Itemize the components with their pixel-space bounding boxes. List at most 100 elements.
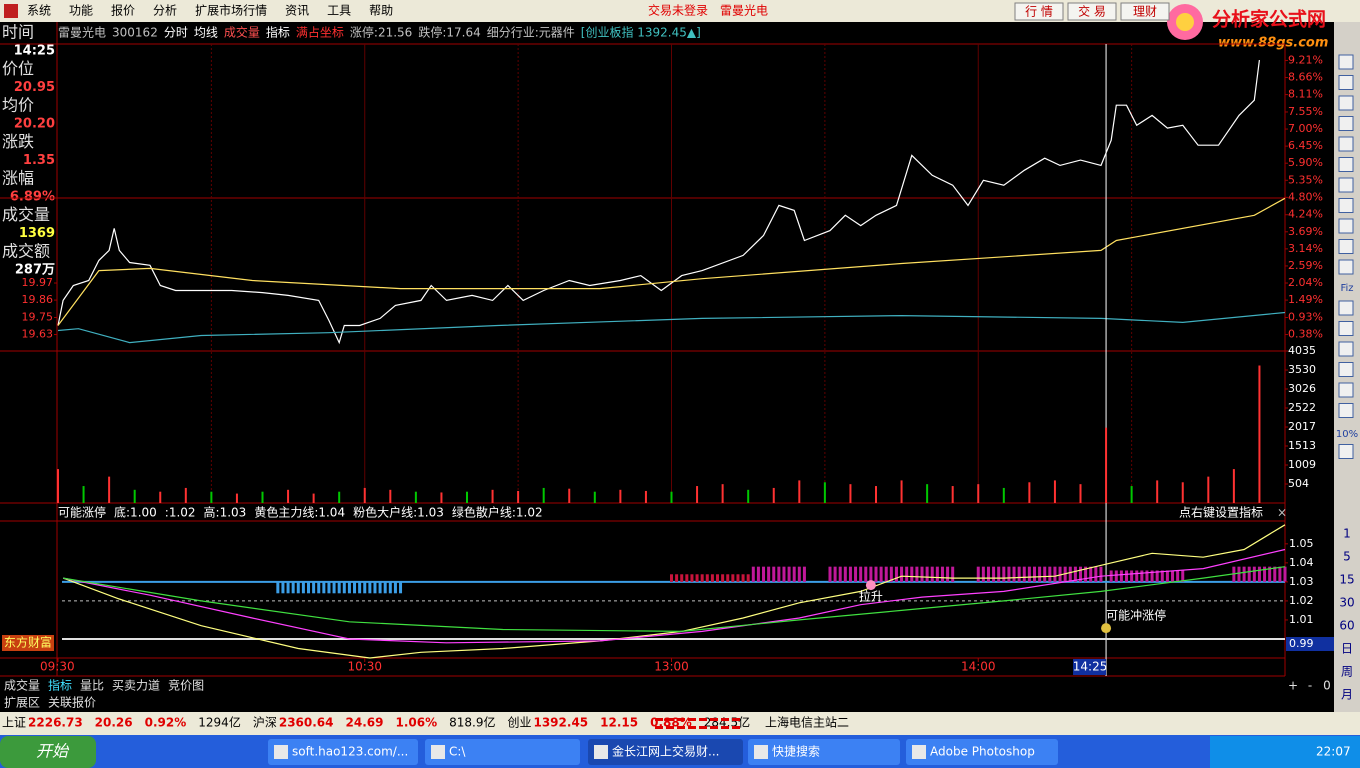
tool-icon[interactable] bbox=[1338, 259, 1354, 275]
indicator-close[interactable]: × bbox=[1277, 506, 1287, 520]
tool-icon[interactable] bbox=[1338, 362, 1354, 377]
stock-name: 雷曼光电 bbox=[720, 4, 768, 18]
signal-bar bbox=[1125, 570, 1129, 582]
period[interactable]: 15 bbox=[1339, 573, 1354, 587]
period[interactable]: 5 bbox=[1343, 550, 1351, 564]
volume-bar bbox=[1028, 482, 1031, 503]
tab[interactable]: 买卖力道 bbox=[112, 679, 160, 693]
menu-item[interactable]: 工具 bbox=[327, 4, 351, 18]
index-value: 1392.45 bbox=[533, 716, 588, 730]
tool-icon[interactable] bbox=[1338, 300, 1354, 316]
period[interactable]: 30 bbox=[1339, 596, 1354, 610]
top-button[interactable] bbox=[1014, 2, 1064, 21]
tool-icon[interactable] bbox=[1338, 177, 1354, 193]
tool-icon[interactable] bbox=[1338, 321, 1354, 336]
volume-bar bbox=[517, 490, 520, 503]
signal-bar bbox=[756, 566, 760, 582]
zoom-button[interactable]: 0 bbox=[1323, 679, 1331, 693]
y-tick-label: 3.69% bbox=[1288, 225, 1323, 238]
task-button[interactable] bbox=[588, 739, 743, 765]
period[interactable]: 日 bbox=[1341, 642, 1353, 656]
start-label[interactable]: 开始 bbox=[36, 742, 70, 761]
signal-bar bbox=[700, 574, 704, 582]
tool-label[interactable]: Fiz bbox=[1340, 283, 1353, 294]
menu-item[interactable]: 资讯 bbox=[285, 4, 309, 18]
index-change: 24.69 bbox=[346, 716, 384, 730]
index-value: 2360.64 bbox=[279, 716, 334, 730]
period[interactable]: 周 bbox=[1341, 665, 1353, 679]
task-button[interactable] bbox=[268, 739, 418, 765]
signal-bar bbox=[741, 574, 745, 582]
top-button-label[interactable]: 行 情 bbox=[1025, 5, 1053, 19]
tool-icon[interactable] bbox=[1338, 444, 1354, 459]
top-button[interactable] bbox=[1120, 2, 1170, 21]
zoom-button[interactable]: + bbox=[1288, 679, 1298, 693]
signal-bar bbox=[905, 566, 909, 582]
tab[interactable]: 量比 bbox=[80, 679, 104, 693]
volume-bar bbox=[619, 489, 622, 503]
tool-icon[interactable] bbox=[1338, 382, 1354, 398]
tool-icon[interactable] bbox=[1338, 95, 1354, 111]
tool-icon[interactable] bbox=[1338, 341, 1354, 357]
task-label[interactable]: Adobe Photoshop bbox=[930, 745, 1035, 759]
tool-icon[interactable] bbox=[1338, 54, 1354, 70]
tool-icon[interactable] bbox=[1338, 198, 1354, 213]
signal-bar bbox=[710, 574, 714, 582]
top-button[interactable] bbox=[1067, 2, 1117, 21]
series-line bbox=[62, 524, 1286, 659]
signal-bar bbox=[1099, 566, 1103, 582]
task-label[interactable]: soft.hao123.com/... bbox=[292, 745, 408, 759]
tab[interactable]: 指标 bbox=[48, 678, 72, 693]
tab[interactable]: 成交量 bbox=[4, 678, 40, 693]
quote-label: 成交量 bbox=[2, 205, 50, 224]
tool-icon[interactable] bbox=[1338, 403, 1354, 418]
tool-icon[interactable] bbox=[1338, 136, 1354, 152]
task-button[interactable] bbox=[906, 739, 1058, 765]
menu-item[interactable]: 帮助 bbox=[369, 4, 393, 18]
y-tick-label: 3.14% bbox=[1288, 242, 1323, 255]
index-amount: 1294亿 bbox=[198, 715, 241, 730]
menu-item[interactable]: 功能 bbox=[69, 4, 93, 18]
volume-tick-label: 1513 bbox=[1288, 439, 1316, 452]
task-label[interactable]: C:\ bbox=[449, 745, 466, 759]
tool-icon[interactable] bbox=[1338, 239, 1354, 254]
top-button-label[interactable]: 理财 bbox=[1133, 5, 1157, 19]
period[interactable]: 1 bbox=[1343, 527, 1351, 541]
signal-bar bbox=[383, 581, 387, 594]
quote-label: 均价 bbox=[2, 96, 34, 115]
volume-bar bbox=[1207, 476, 1210, 503]
indicator-title: 可能涨停 bbox=[58, 505, 106, 520]
indicator-tick-label: 1.03 bbox=[1289, 575, 1314, 588]
volume-bar bbox=[772, 487, 775, 503]
top-button-label[interactable]: 交 易 bbox=[1078, 4, 1106, 19]
task-label[interactable]: 快捷搜索 bbox=[772, 744, 820, 759]
tab[interactable]: 关联报价 bbox=[48, 695, 96, 710]
period[interactable]: 月 bbox=[1341, 688, 1353, 702]
quote-value: 14:25 bbox=[14, 44, 55, 59]
period[interactable]: 60 bbox=[1339, 619, 1354, 633]
tool-label[interactable]: 10% bbox=[1336, 429, 1358, 440]
volume-bar bbox=[82, 486, 85, 503]
task-label[interactable]: 金长江网上交易财... bbox=[612, 744, 719, 759]
tool-icon[interactable] bbox=[1338, 157, 1354, 172]
tab[interactable]: 竞价图 bbox=[168, 679, 204, 693]
menu-item[interactable]: 系统 bbox=[27, 4, 51, 18]
task-button[interactable] bbox=[425, 739, 580, 765]
task-button[interactable] bbox=[748, 739, 900, 765]
volume-tick-label: 4035 bbox=[1288, 344, 1316, 357]
zoom-button[interactable]: - bbox=[1308, 679, 1312, 693]
signal-bar bbox=[746, 574, 750, 582]
tab[interactable]: 扩展区 bbox=[4, 696, 40, 710]
x-tick-label: 14:00 bbox=[961, 660, 996, 674]
tool-icon[interactable] bbox=[1338, 218, 1354, 234]
volume-tick-label: 504 bbox=[1288, 477, 1309, 490]
signal-bar bbox=[393, 581, 397, 594]
menu-item[interactable]: 分析 bbox=[153, 4, 177, 18]
signal-dot bbox=[666, 726, 674, 729]
tool-icon[interactable] bbox=[1338, 116, 1354, 131]
signal-bar bbox=[342, 581, 346, 594]
menu-item[interactable]: 扩展市场行情 bbox=[195, 3, 267, 18]
start-button[interactable] bbox=[0, 736, 96, 768]
menu-item[interactable]: 报价 bbox=[111, 3, 135, 18]
tool-icon[interactable] bbox=[1338, 75, 1354, 90]
